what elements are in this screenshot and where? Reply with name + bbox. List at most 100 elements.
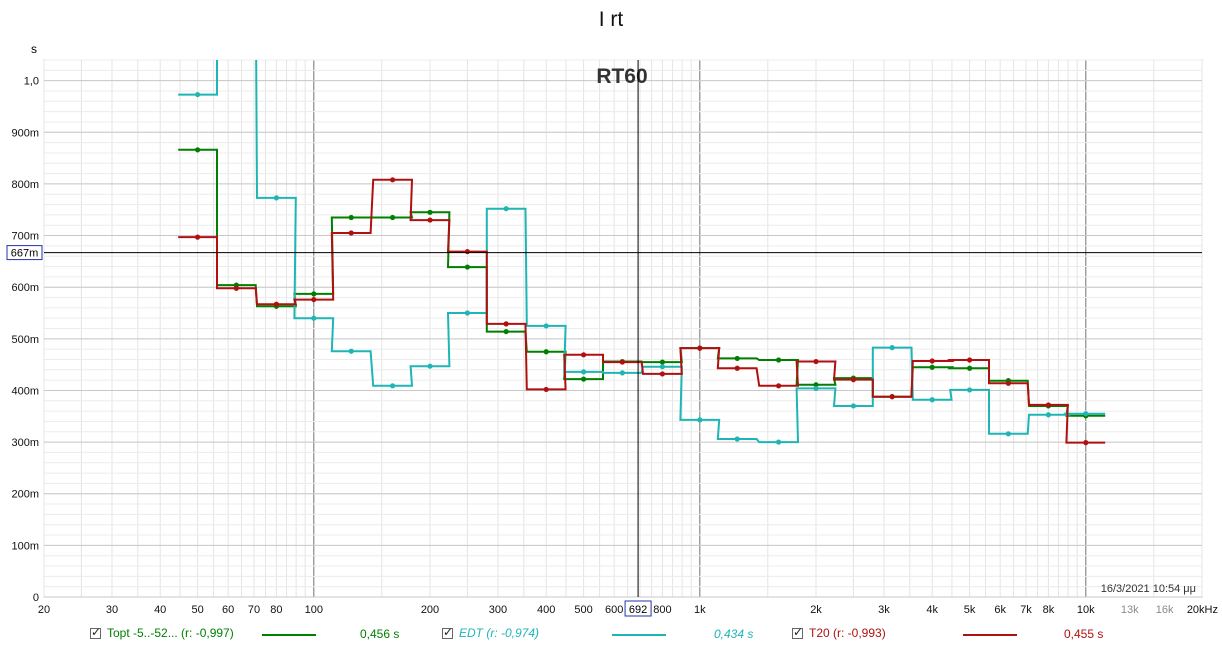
data-point[interactable] <box>889 345 895 351</box>
data-point[interactable] <box>195 91 201 98</box>
y-tick-label: 1,0 <box>24 76 39 88</box>
data-point[interactable] <box>659 359 665 365</box>
data-point[interactable] <box>464 248 471 255</box>
timestamp: 16/3/2021 10:54 μμ <box>1101 583 1196 595</box>
rt60-chart[interactable]: 0 100m 200m 300m 400m 500m 600m 700m 800m 900m 1,0… <box>0 0 1222 620</box>
x-tick-label: 7k <box>1020 604 1032 616</box>
series-checkbox[interactable] <box>792 625 803 639</box>
legend-item[interactable]: EDT (r: -0,974) <box>442 625 539 640</box>
data-point[interactable] <box>311 315 317 321</box>
data-point[interactable] <box>889 394 895 400</box>
data-point[interactable] <box>389 383 396 389</box>
data-point[interactable] <box>813 382 819 388</box>
legend-item[interactable]: Topt -5..-52... (r: -0,997) <box>90 625 234 640</box>
data-point[interactable] <box>427 217 433 223</box>
data-point[interactable] <box>503 206 509 212</box>
cursor-x-readout-box <box>624 600 652 617</box>
data-point[interactable] <box>195 234 201 240</box>
data-point[interactable] <box>967 357 973 363</box>
y-tick-label: 100m <box>11 540 39 552</box>
x-tick-label: 70 <box>248 604 260 616</box>
cursor-x-readout: 692 <box>629 604 647 616</box>
y-tick-label: 400m <box>11 385 39 397</box>
legend-label: T20 (r: -0,993) <box>809 626 886 640</box>
series-checkbox[interactable] <box>90 625 101 639</box>
data-point[interactable] <box>273 195 279 201</box>
data-point[interactable] <box>659 364 665 370</box>
data-point[interactable] <box>464 310 471 316</box>
data-point[interactable] <box>1083 411 1089 417</box>
data-point[interactable] <box>503 321 509 327</box>
data-point[interactable] <box>348 214 354 221</box>
y-tick-label: 300m <box>11 437 39 449</box>
crosshair-cursor: 667m 692 <box>6 60 1202 617</box>
legend-item[interactable]: T20 (r: -0,993) <box>792 625 886 640</box>
x-tick-label: 50 <box>191 604 203 616</box>
data-point[interactable] <box>619 370 625 376</box>
data-point[interactable] <box>967 387 973 393</box>
legend-value: 0,434 s <box>714 627 754 641</box>
x-tick-label: 500 <box>574 604 592 616</box>
x-tick-label: 80 <box>270 604 282 616</box>
data-point[interactable] <box>775 357 782 363</box>
data-point[interactable] <box>389 214 396 221</box>
x-tick-label: 2k <box>810 604 822 616</box>
data-point[interactable] <box>581 369 587 375</box>
data-point[interactable] <box>659 371 665 377</box>
data-point[interactable] <box>850 377 857 383</box>
x-tick-label: 8k <box>1043 604 1055 616</box>
data-point[interactable] <box>775 383 782 389</box>
x-tick-label: 40 <box>154 604 166 616</box>
data-point[interactable] <box>233 285 239 291</box>
data-point[interactable] <box>348 230 354 236</box>
data-point[interactable] <box>427 209 433 215</box>
data-point[interactable] <box>543 349 549 355</box>
data-point[interactable] <box>1083 440 1089 446</box>
x-tick-label: 100 <box>305 604 323 616</box>
data-point[interactable] <box>929 364 935 370</box>
data-point[interactable] <box>581 352 587 358</box>
data-point[interactable] <box>311 296 317 303</box>
x-tick-label: 200 <box>421 604 439 616</box>
data-point[interactable] <box>273 301 279 307</box>
series-checkbox[interactable] <box>442 625 453 639</box>
data-point[interactable] <box>581 376 587 382</box>
y-tick-label: 500m <box>11 334 39 346</box>
legend-value: 0,456 s <box>360 627 400 641</box>
legend-swatch <box>963 634 1017 636</box>
chart-grid <box>43 59 1203 598</box>
series-line-2 <box>178 178 1106 444</box>
data-point[interactable] <box>503 328 509 335</box>
data-point[interactable] <box>389 177 396 183</box>
y-axis-label: s <box>31 42 37 56</box>
cursor-y-readout-box <box>6 245 43 261</box>
data-point[interactable] <box>734 436 740 442</box>
data-point[interactable] <box>813 358 819 365</box>
data-point[interactable] <box>543 323 549 329</box>
data-point[interactable] <box>619 359 625 365</box>
data-point[interactable] <box>929 358 935 364</box>
data-point[interactable] <box>195 147 201 153</box>
data-point[interactable] <box>1005 380 1011 386</box>
data-point[interactable] <box>734 365 740 371</box>
data-point[interactable] <box>967 365 973 371</box>
data-point[interactable] <box>850 403 857 409</box>
data-point[interactable] <box>543 386 549 393</box>
y-tick-label: 800m <box>11 179 39 191</box>
data-point[interactable] <box>775 439 782 445</box>
data-point[interactable] <box>348 348 354 354</box>
plot-area <box>178 60 1106 446</box>
y-tick-label: 200m <box>11 489 39 501</box>
data-point[interactable] <box>1045 402 1051 408</box>
data-point[interactable] <box>813 385 819 391</box>
data-point[interactable] <box>311 291 317 297</box>
data-point[interactable] <box>427 363 433 369</box>
data-point[interactable] <box>1005 431 1011 437</box>
data-point[interactable] <box>697 417 703 423</box>
x-tick-label: 30 <box>106 604 118 616</box>
data-point[interactable] <box>734 355 740 362</box>
data-point[interactable] <box>464 264 471 270</box>
data-point[interactable] <box>1045 412 1051 418</box>
data-point[interactable] <box>697 345 703 351</box>
data-point[interactable] <box>929 397 935 403</box>
